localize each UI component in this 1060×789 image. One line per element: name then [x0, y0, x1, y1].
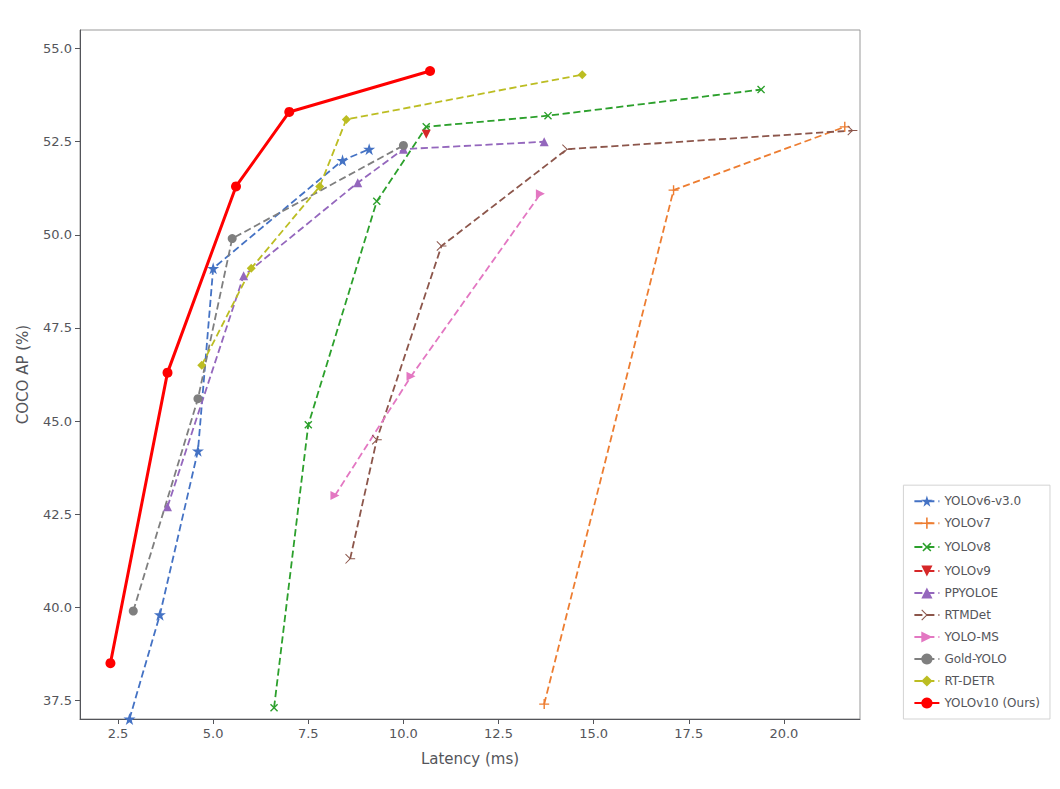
svg-text:42.5: 42.5 [43, 507, 72, 522]
svg-text:40.0: 40.0 [43, 600, 72, 615]
svg-text:2.5: 2.5 [108, 726, 129, 741]
svg-text:50.0: 50.0 [43, 227, 72, 242]
svg-text:12.5: 12.5 [484, 726, 513, 741]
svg-text:YOLO-MS: YOLO-MS [943, 630, 998, 644]
svg-text:47.5: 47.5 [43, 320, 72, 335]
svg-text:YOLOv8: YOLOv8 [943, 540, 991, 554]
svg-text:YOLOv6-v3.0: YOLOv6-v3.0 [943, 494, 1021, 508]
svg-text:45.0: 45.0 [43, 414, 72, 429]
svg-text:COCO AP (%): COCO AP (%) [14, 325, 32, 424]
svg-text:5.0: 5.0 [203, 726, 224, 741]
svg-text:PPYOLOE: PPYOLOE [944, 586, 998, 600]
svg-text:YOLOv7: YOLOv7 [943, 516, 991, 530]
svg-text:Gold-YOLO: Gold-YOLO [944, 652, 1006, 666]
svg-text:RT-DETR: RT-DETR [944, 674, 995, 688]
svg-text:20.0: 20.0 [769, 726, 798, 741]
svg-text:RTMDet: RTMDet [944, 608, 991, 622]
svg-text:YOLOv9: YOLOv9 [943, 564, 991, 578]
svg-text:YOLOv10 (Ours): YOLOv10 (Ours) [943, 696, 1040, 710]
svg-text:10.0: 10.0 [389, 726, 418, 741]
svg-text:55.0: 55.0 [43, 41, 72, 56]
svg-text:52.5: 52.5 [43, 134, 72, 149]
svg-text:37.5: 37.5 [43, 693, 72, 708]
svg-text:7.5: 7.5 [298, 726, 319, 741]
svg-text:Latency (ms): Latency (ms) [421, 750, 519, 768]
svg-text:15.0: 15.0 [579, 726, 608, 741]
svg-text:17.5: 17.5 [674, 726, 703, 741]
